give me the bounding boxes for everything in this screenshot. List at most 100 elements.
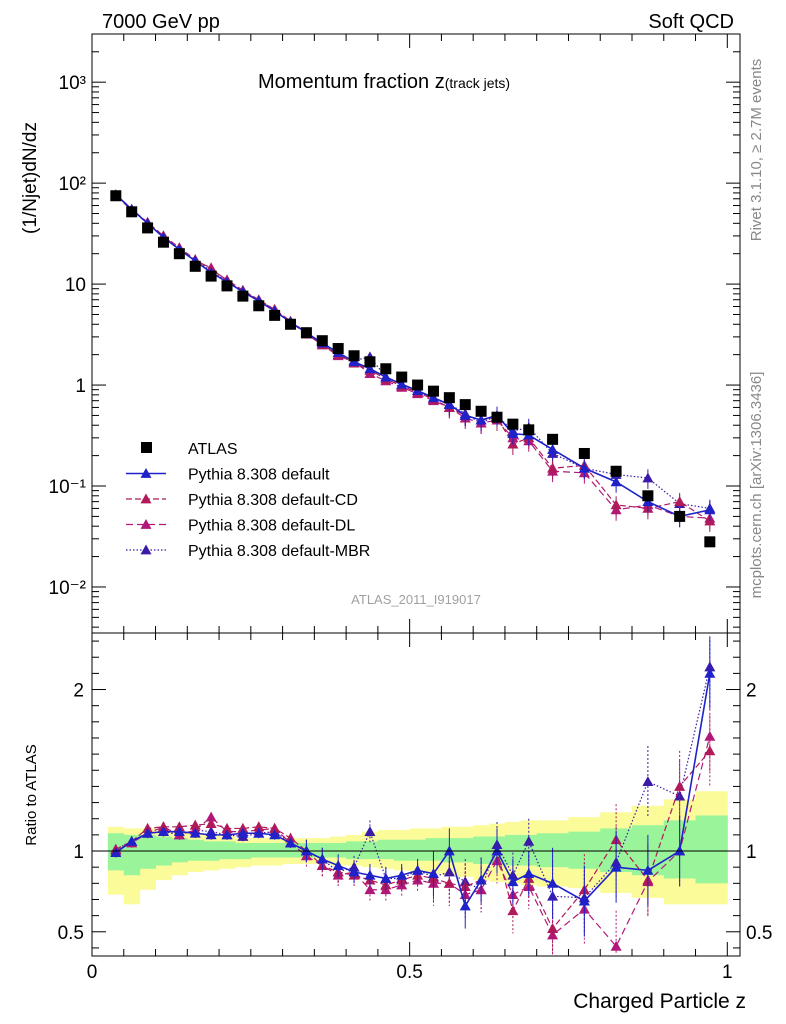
ratio-point — [704, 667, 716, 678]
band-green-bin — [139, 834, 157, 869]
data-point — [704, 536, 716, 548]
y-axis-label-ratio: Ratio to ATLAS — [23, 744, 40, 845]
ratio-point — [142, 827, 154, 838]
ratio-point — [412, 864, 424, 875]
data-point — [364, 363, 376, 374]
band-green-bin — [187, 839, 204, 861]
ratio-point — [269, 829, 281, 840]
data-point — [348, 350, 360, 362]
ratio-point — [507, 876, 519, 887]
ratio-point — [364, 869, 376, 880]
series-line — [115, 194, 710, 509]
process-label: Soft QCD — [648, 11, 734, 33]
data-point — [173, 248, 185, 260]
ratio-point — [364, 826, 376, 837]
legend-marker — [140, 519, 152, 529]
data-point — [523, 424, 535, 436]
x-tick-label: 0 — [87, 962, 98, 983]
y-tick-label-ratio: 2 — [73, 681, 84, 702]
data-point — [110, 190, 122, 202]
ratio-point — [189, 819, 201, 830]
series-atlas — [110, 190, 716, 548]
data-point — [475, 414, 487, 425]
ratio-point — [507, 905, 519, 916]
data-point — [205, 270, 217, 282]
data-point — [316, 335, 328, 347]
ratio-point — [380, 872, 392, 883]
ratio-point — [491, 845, 503, 856]
ratio-line — [115, 750, 711, 930]
ratio-point — [704, 745, 716, 756]
x-axis-label: Charged Particle z — [573, 990, 746, 1013]
rivet-version-label: Rivet 3.1.10, ≥ 2.7M events — [748, 59, 765, 242]
data-point — [412, 379, 424, 391]
band-green-bin — [425, 838, 442, 861]
y-tick-label-main: 1 — [75, 376, 86, 397]
ratio-point — [205, 829, 217, 840]
ratio-point — [173, 826, 185, 837]
band-green-bin — [409, 839, 427, 861]
ratio-point — [126, 835, 138, 846]
ratio-point — [110, 847, 122, 858]
ratio-point — [157, 826, 169, 837]
data-point — [380, 363, 392, 375]
ratio-plot-series — [110, 636, 716, 955]
data-point — [221, 280, 233, 292]
ratio-point — [205, 811, 217, 822]
ratio-line — [115, 666, 711, 899]
analysis-tag: ATLAS_2011_I919017 — [351, 592, 481, 607]
ratio-point — [396, 869, 408, 880]
ratio-point — [237, 827, 249, 838]
data-point — [610, 476, 622, 487]
data-point — [364, 356, 376, 368]
data-point — [459, 409, 471, 420]
data-point — [507, 428, 519, 439]
legend-entry-4: Pythia 8.308 default-MBR — [126, 543, 370, 560]
data-point — [610, 465, 622, 477]
data-point — [157, 236, 169, 248]
ratio-point — [610, 861, 622, 872]
y-tick-label-ratio: 1 — [73, 842, 84, 863]
band-green-bin — [377, 839, 395, 860]
ratio-point — [642, 776, 654, 786]
ratio-point — [523, 835, 535, 846]
energy-label: 7000 GeV pp — [102, 11, 220, 33]
legend-marker — [140, 493, 152, 504]
band-green-bin — [171, 838, 188, 863]
ratio-point — [348, 866, 360, 877]
ratio-uncertainty-bands — [107, 791, 728, 905]
data-point — [459, 399, 471, 411]
legend-label: Pythia 8.308 default-MBR — [188, 543, 370, 560]
ratio-series-1 — [110, 637, 716, 937]
y-tick-label-main: 10³ — [59, 73, 86, 94]
data-point — [332, 343, 344, 355]
axis-ticks — [91, 33, 740, 956]
data-point — [300, 327, 312, 339]
ratio-point — [475, 874, 487, 885]
data-point — [269, 309, 281, 321]
data-point — [610, 499, 622, 510]
ratio-point — [642, 864, 654, 875]
ratio-point — [189, 827, 201, 838]
y-tick-label-ratio-right: 2 — [746, 681, 757, 702]
x-tick-label: 1 — [722, 962, 733, 983]
ratio-point — [253, 821, 265, 832]
ratio-point — [285, 837, 297, 848]
ratio-point — [674, 780, 686, 791]
band-green-bin — [520, 834, 538, 866]
y-tick-label-ratio-right: 0.5 — [746, 923, 772, 944]
y-tick-label-main: 10⁻² — [49, 578, 87, 599]
data-point — [427, 392, 439, 403]
ratio-point — [547, 923, 559, 933]
ratio-point — [443, 877, 455, 888]
data-point — [547, 433, 559, 445]
legend-label: ATLAS — [188, 441, 238, 458]
data-point — [285, 318, 297, 330]
ratio-point — [253, 827, 265, 838]
y-tick-label-main: 10 — [65, 275, 86, 296]
legend-marker — [141, 442, 152, 453]
legend-entry-3: Pythia 8.308 default-DL — [126, 518, 355, 535]
ratio-point — [578, 895, 590, 906]
legend-marker — [140, 544, 152, 555]
data-point — [578, 462, 590, 473]
